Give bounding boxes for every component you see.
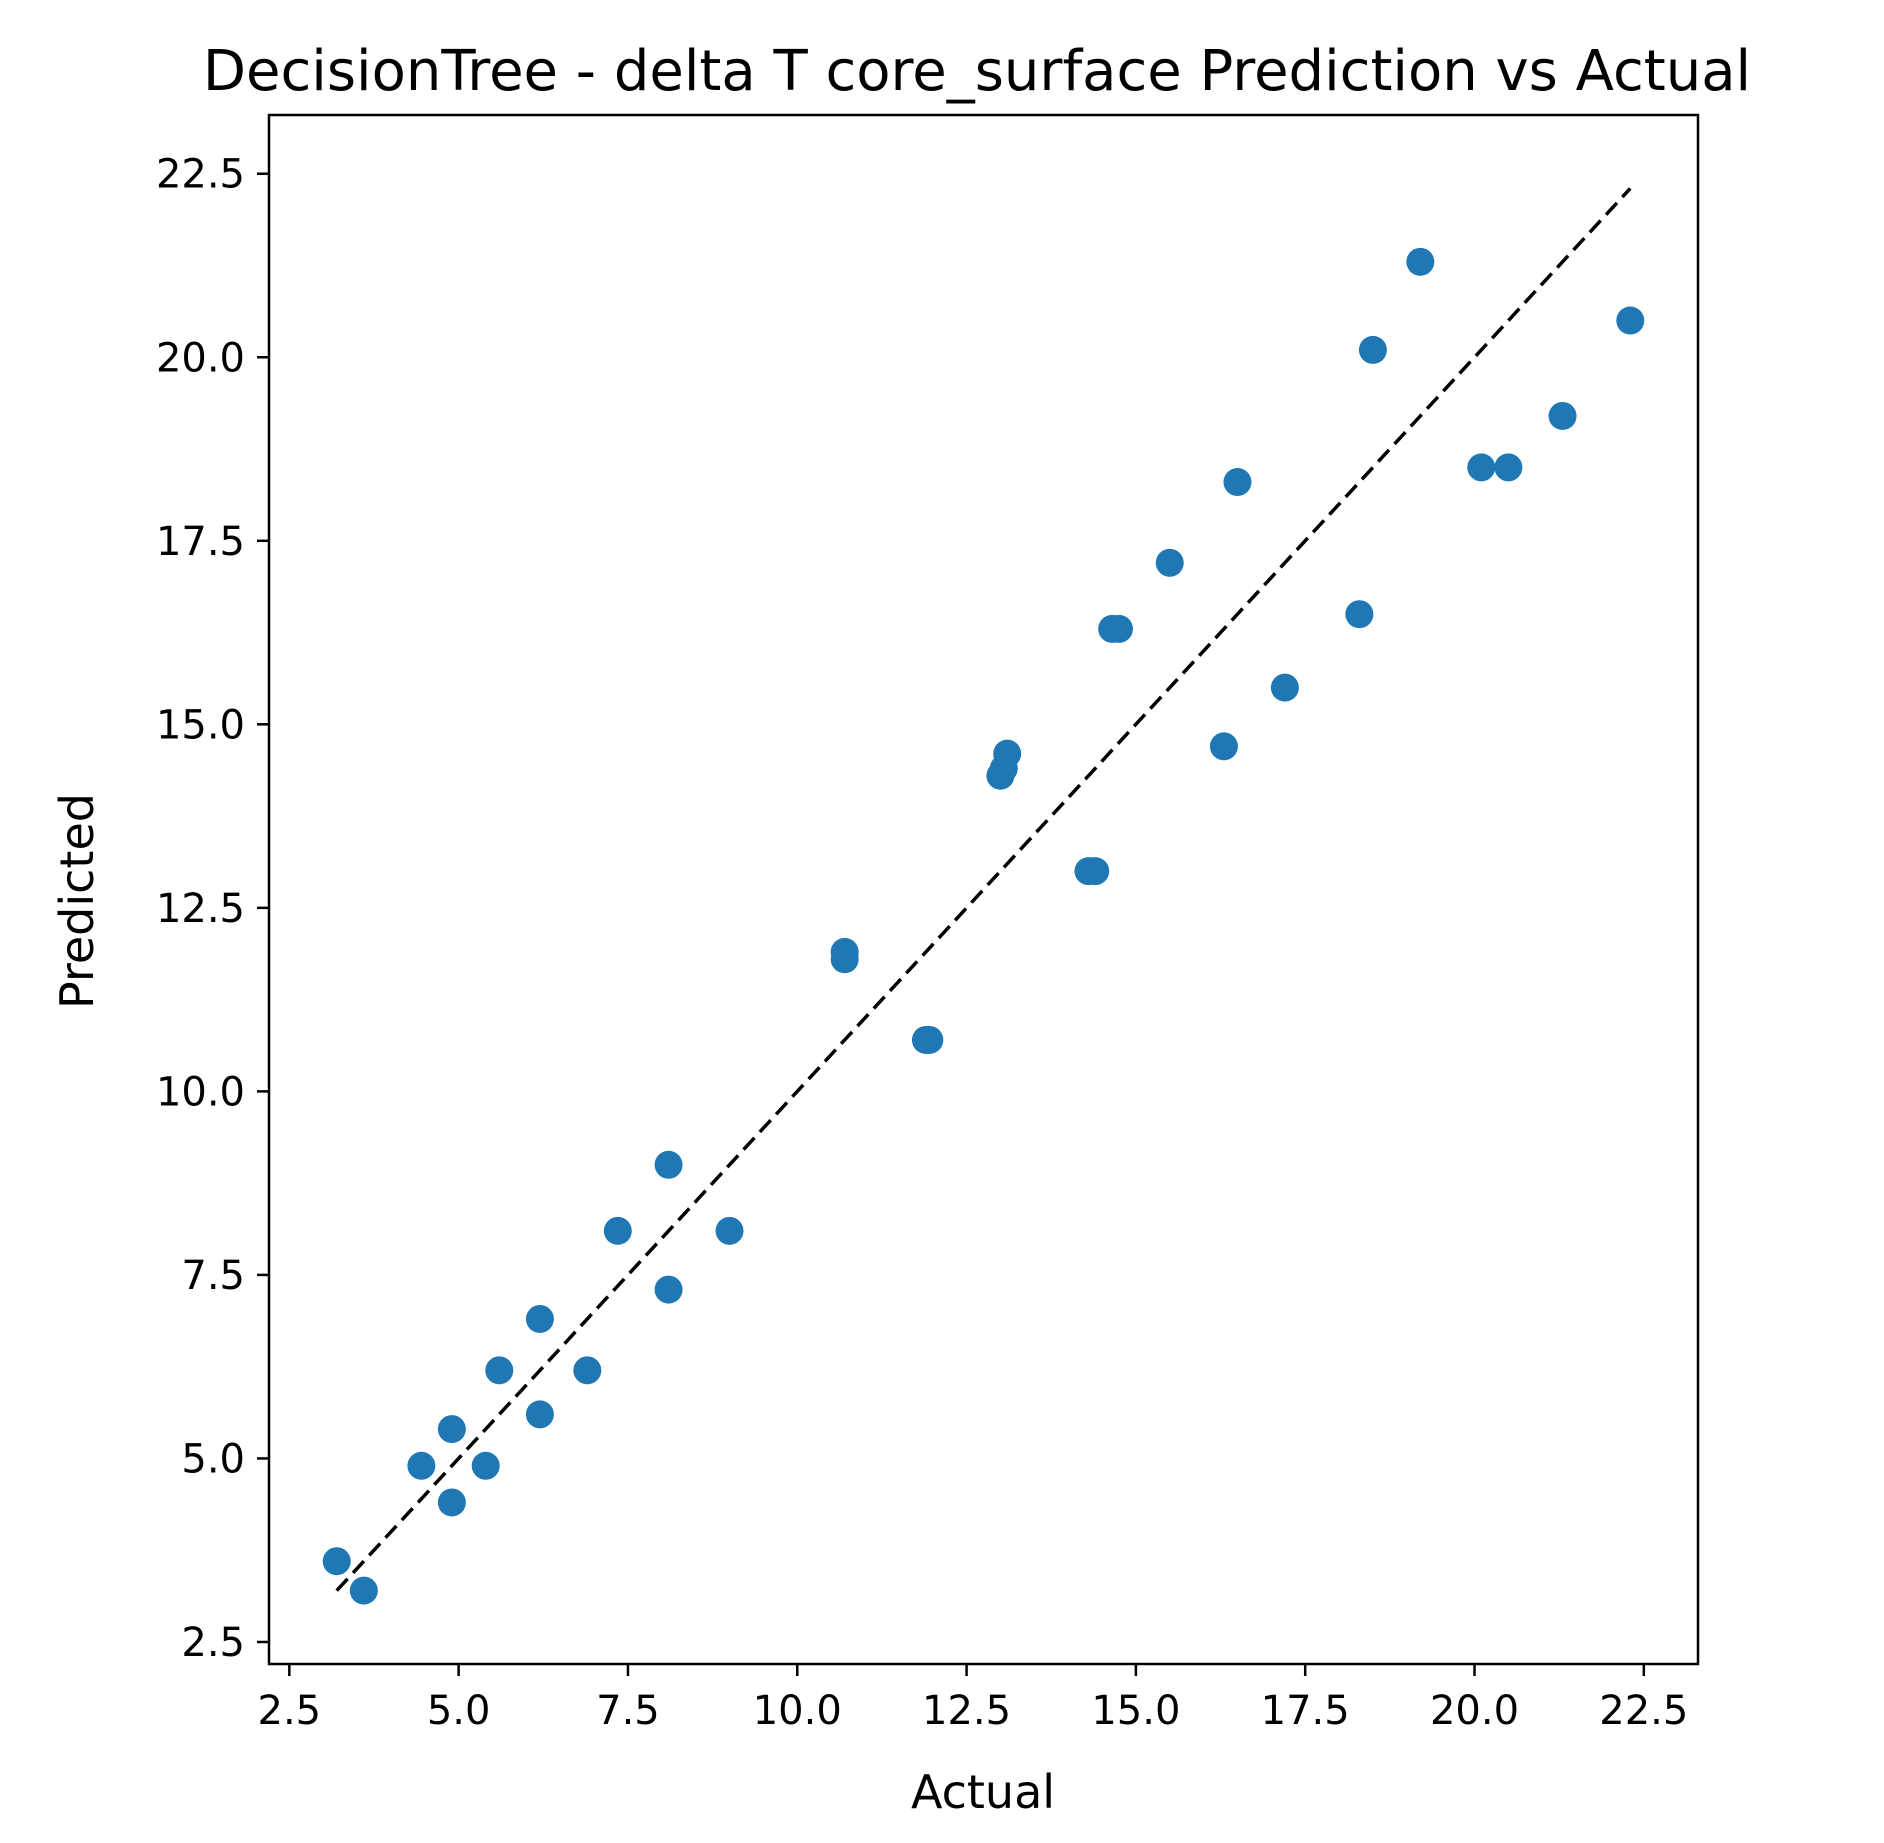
y-tick-label: 10.0 [156, 1069, 245, 1115]
x-tick-label: 10.0 [753, 1688, 842, 1734]
scatter-point [715, 1216, 744, 1245]
scatter-point [603, 1216, 632, 1245]
scatter-point [654, 1150, 683, 1179]
x-tick-label: 12.5 [922, 1688, 1011, 1734]
scatter-point [1345, 600, 1374, 629]
y-tick-label: 15.0 [156, 702, 245, 748]
x-tick-label: 17.5 [1261, 1688, 1350, 1734]
y-axis-label: Predicted [50, 793, 104, 1009]
scatter-point [1616, 306, 1645, 335]
y-tick-label: 17.5 [156, 519, 245, 565]
scatter-point [349, 1576, 378, 1605]
scatter-point [525, 1400, 554, 1429]
y-tick-label: 12.5 [156, 886, 245, 932]
y-axis-ticks: 2.5 5.0 7.5 10.0 12.5 15.0 17.5 20.0 22.5 [156, 152, 269, 1666]
x-tick-label: 2.5 [258, 1688, 322, 1734]
scatter-point [1081, 857, 1110, 886]
y-tick-label: 22.5 [156, 152, 245, 198]
reference-line-group [335, 187, 1632, 1592]
x-tick-label: 20.0 [1430, 1688, 1519, 1734]
x-axis-label: Actual [911, 1765, 1055, 1819]
reference-line [335, 187, 1632, 1592]
y-tick-label: 20.0 [156, 335, 245, 381]
x-axis-ticks: 2.5 5.0 7.5 10.0 12.5 15.0 17.5 20.0 22.5 [258, 1664, 1688, 1734]
y-tick-label: 2.5 [181, 1620, 245, 1666]
scatter-point [830, 945, 859, 974]
scatter-point [1270, 673, 1299, 702]
scatter-point [1104, 614, 1133, 643]
scatter-point [654, 1275, 683, 1304]
scatter-point [573, 1356, 602, 1385]
plot-area-frame [267, 113, 1700, 1666]
scatter-point [1209, 732, 1238, 761]
scatter-point [1223, 468, 1252, 497]
x-tick-label: 22.5 [1599, 1688, 1688, 1734]
scatter-point [1548, 401, 1577, 430]
data-points [322, 247, 1645, 1605]
scatter-point [1494, 453, 1523, 482]
scatter-point [1406, 247, 1435, 276]
scatter-point [407, 1451, 436, 1480]
scatter-point [525, 1304, 554, 1333]
y-tick-label: 7.5 [181, 1253, 245, 1299]
scatter-point [1467, 453, 1496, 482]
scatter-point [1155, 548, 1184, 577]
scatter-point [915, 1025, 944, 1054]
x-tick-label: 5.0 [427, 1688, 491, 1734]
scatter-point [471, 1451, 500, 1480]
scatter-point [322, 1547, 351, 1576]
scatter-point [437, 1415, 466, 1444]
scatter-point [485, 1356, 514, 1385]
y-tick-label: 5.0 [181, 1436, 245, 1482]
scatter-point [993, 739, 1022, 768]
x-tick-label: 7.5 [596, 1688, 660, 1734]
x-tick-label: 15.0 [1091, 1688, 1180, 1734]
scatter-point [437, 1488, 466, 1517]
chart-title: DecisionTree - delta T core_surface Pred… [203, 39, 1751, 104]
scatter-point [1358, 335, 1387, 364]
